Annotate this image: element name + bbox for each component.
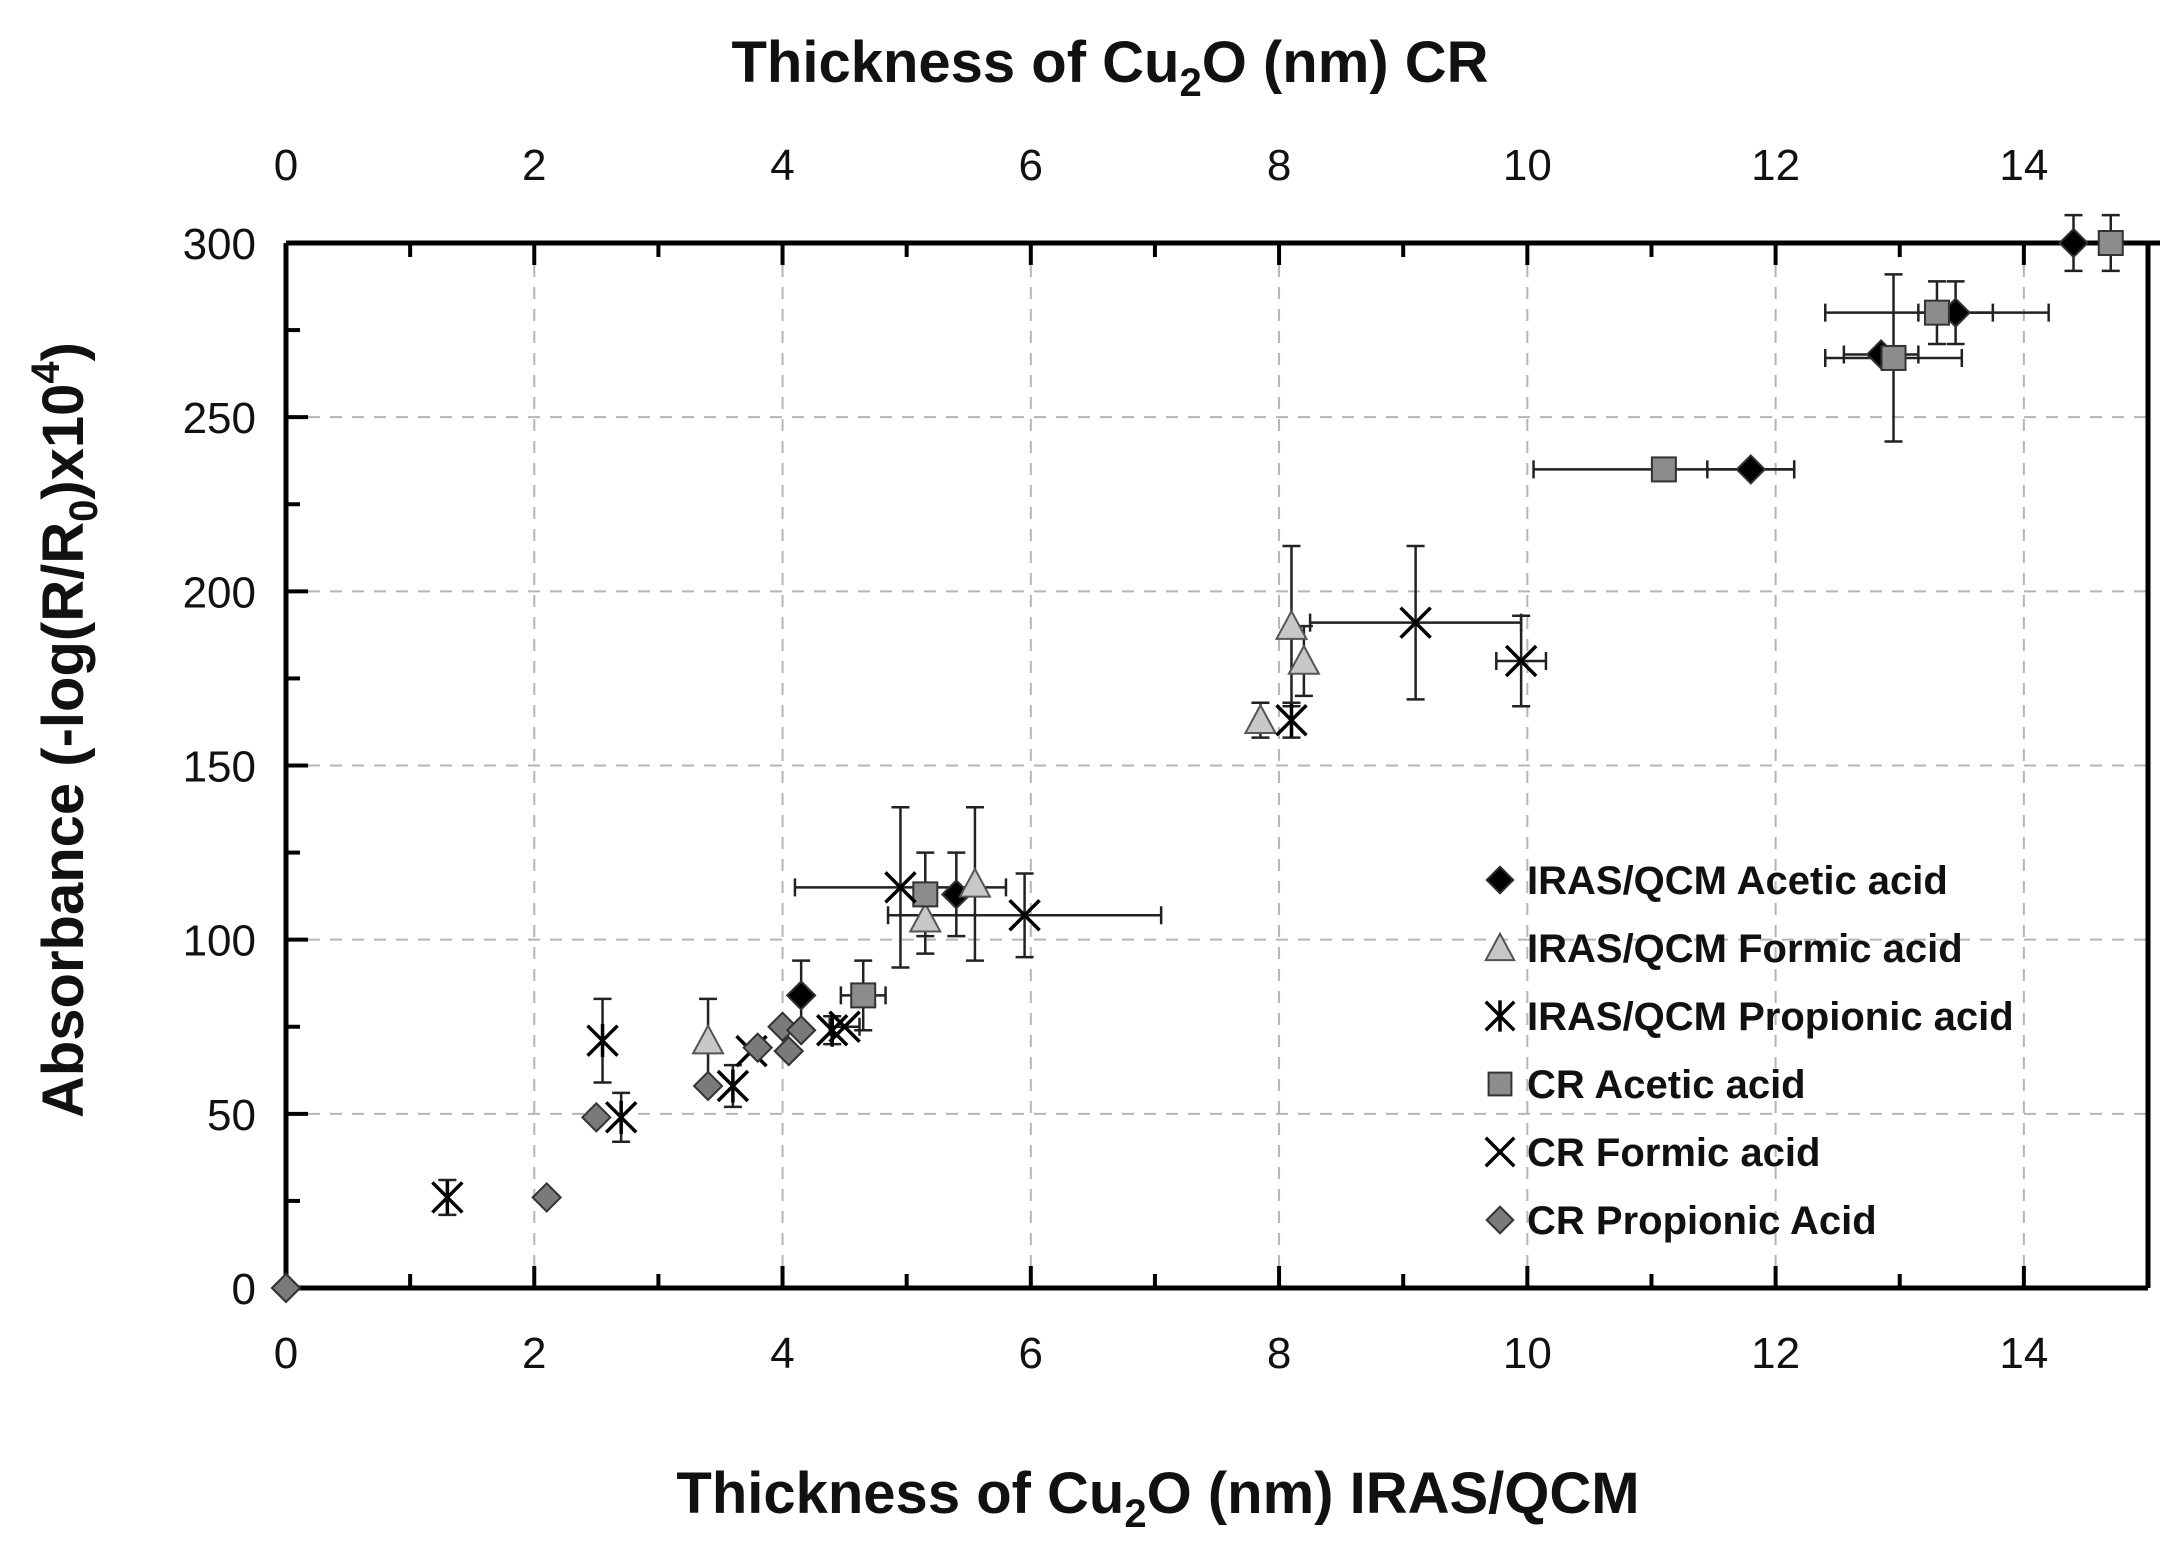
legend-marker-iras-qcm-propionic-acid [1484,1000,1516,1032]
x-tick-label: 0 [274,1329,298,1378]
top-tick-label: 10 [1503,141,1552,190]
legend: IRAS/QCM Acetic acid IRAS/QCM Formic acid… [1484,859,2014,1243]
point-cr-formic-acid [1504,644,1538,678]
point-cr-propionic-acid [785,1014,817,1046]
point-iras-qcm-formic-acid [908,901,942,933]
point-cr-propionic-acid [692,1070,724,1102]
x-tick-label: 8 [1267,1329,1291,1378]
point-iras-qcm-formic-acid [1243,703,1278,734]
legend-marker-iras-qcm-formic-acid [1484,931,1516,962]
x-tick-label: 4 [770,1329,794,1378]
y-tick-label: 0 [232,1265,256,1314]
point-cr-propionic-acid [580,1101,612,1133]
point-cr-acetic-acid [1650,456,1677,483]
point-cr-acetic-acid [912,881,939,908]
point-cr-acetic-acid [1880,344,1907,371]
point-cr-formic-acid [884,871,917,904]
legend-label-iras-qcm-formic-acid: IRAS/QCM Formic acid [1527,927,1963,971]
legend-marker-cr-propionic-acid [1485,1205,1515,1235]
point-iras-qcm-formic-acid [691,1023,725,1055]
y-tick-label: 300 [183,220,256,269]
point-iras-qcm-formic-acid [1274,609,1309,640]
grid-lines [286,243,2148,1288]
data-points [270,227,2124,1304]
point-iras-qcm-acetic-acid [1735,454,1767,485]
x-axis-title: Thickness of Cu2O (nm) IRAS/QCM [676,1461,1639,1536]
top-tick-label: 0 [274,141,298,190]
y-tick-label: 250 [183,394,256,443]
point-cr-propionic-acid [742,1032,774,1064]
point-cr-acetic-acid [2097,230,2124,256]
y-tick-label: 50 [207,1091,256,1140]
point-iras-qcm-formic-acid [1287,643,1321,675]
point-iras-qcm-acetic-acid [785,979,817,1011]
axes: 0 2 4 6 8 10 12 14 0 2 4 6 8 10 12 14 0 50 100 150 200 250 300 [183,141,2160,1378]
legend-label-cr-propionic-acid: CR Propionic Acid [1527,1199,1877,1243]
legend-marker-cr-formic-acid [1484,1136,1516,1168]
point-iras-qcm-propionic-acid [1275,703,1308,737]
legend-label-iras-qcm-propionic-acid: IRAS/QCM Propionic acid [1527,995,2014,1039]
y-tick-label: 150 [183,743,256,792]
point-cr-formic-acid [1008,899,1041,932]
point-iras-qcm-propionic-acid [431,1180,464,1214]
point-cr-propionic-acid [270,1272,302,1304]
point-cr-formic-acid [828,1010,861,1043]
point-iras-qcm-acetic-acid [2058,227,2089,259]
x-tick-label: 6 [1019,1329,1043,1378]
legend-marker-cr-acetic-acid [1487,1071,1513,1097]
point-iras-qcm-propionic-acid [586,1024,619,1058]
point-cr-propionic-acid [531,1182,563,1213]
point-cr-acetic-acid [1923,299,1950,326]
y-tick-label: 200 [183,568,256,617]
top-tick-label: 14 [1999,141,2048,190]
top-tick-label: 8 [1267,141,1291,190]
y-tick-label: 100 [183,917,256,966]
top-tick-label: 4 [770,141,794,190]
point-iras-qcm-propionic-acid [716,1069,750,1103]
point-cr-formic-acid [1399,606,1432,639]
top-tick-label: 12 [1751,141,1800,190]
y-axis-title: Absorbance (-log(R/R0)x104) [24,342,106,1118]
point-cr-acetic-acid [850,982,877,1009]
x-tick-label: 12 [1751,1329,1800,1378]
x-tick-label: 14 [1999,1329,2048,1378]
legend-label-cr-formic-acid: CR Formic acid [1527,1131,1820,1175]
top-tick-label: 2 [522,141,546,190]
point-iras-qcm-formic-acid [958,866,992,898]
legend-label-cr-acetic-acid: CR Acetic acid [1527,1063,1806,1107]
x-tick-label: 10 [1503,1329,1552,1378]
x-tick-label: 2 [522,1329,546,1378]
top-axis-title: Thickness of Cu2O (nm) CR [732,30,1489,105]
point-iras-qcm-propionic-acid [604,1100,638,1134]
legend-label-iras-qcm-acetic-acid: IRAS/QCM Acetic acid [1527,859,1948,903]
point-cr-propionic-acid [773,1035,805,1067]
top-tick-label: 6 [1019,141,1043,190]
legend-marker-iras-qcm-acetic-acid [1485,865,1515,895]
